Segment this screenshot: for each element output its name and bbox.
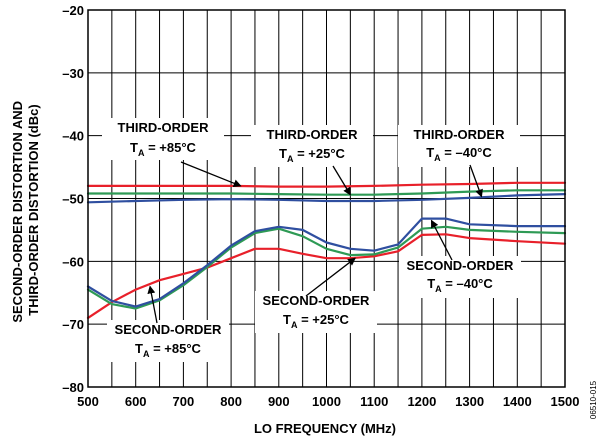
x-tick-label: 1200: [407, 394, 436, 409]
plot-border: [87, 9, 566, 388]
plot-frame: [87, 9, 566, 388]
annotation-temperature: TA = –40°C: [427, 276, 493, 294]
annotation: THIRD-ORDER TA = +85°C: [102, 118, 242, 188]
annotation: SECOND-ORDER TA = +25°C: [255, 257, 377, 333]
annotation: THIRD-ORDER TA = +25°C: [251, 125, 373, 196]
x-tick-label: 800: [220, 394, 242, 409]
annotation-title: SECOND-ORDER: [263, 293, 371, 308]
annotation-backdrop: [255, 291, 377, 333]
annotation-arrow: [332, 165, 351, 196]
y-tick-label: –50: [62, 192, 84, 207]
annotation-backdrop: [102, 118, 224, 160]
y-tick-label: –30: [62, 66, 84, 81]
annotations: THIRD-ORDER TA = +85°C THIRD-ORDER TA = +25…: [102, 118, 521, 362]
annotation-arrow: [430, 219, 453, 261]
series-line-6: [86, 217, 567, 308]
y-tick-label: –60: [62, 254, 84, 269]
annotation-backdrop: [251, 125, 373, 167]
annotation-temperature: TA = –40°C: [426, 145, 492, 163]
y-axis-title: SECOND-ORDER DISTORTION AND THIRD-ORDER …: [10, 97, 41, 322]
x-tick-label: 600: [125, 394, 147, 409]
y-tick-label: –80: [62, 380, 84, 395]
annotation-arrow: [305, 257, 356, 297]
x-tick-label: 700: [173, 394, 195, 409]
tick-labels: 500 600 700 800 900 1000 1100 1200 1300 1400 1500 –…: [62, 3, 579, 409]
annotation-temperature: TA = +25°C: [279, 146, 346, 164]
annotation-arrow: [180, 161, 242, 188]
series-line-2: [86, 189, 567, 196]
annotation-title: THIRD-ORDER: [267, 127, 359, 142]
x-tick-label: 1300: [455, 394, 484, 409]
annotation-temperature: TA = +85°C: [135, 341, 202, 359]
x-tick-label: 500: [77, 394, 99, 409]
x-tick-label: 1500: [551, 394, 580, 409]
series-line-1: [86, 181, 567, 188]
annotation-title: SECOND-ORDER: [115, 322, 223, 337]
annotation-title: THIRD-ORDER: [118, 120, 210, 135]
y-tick-label: –40: [62, 129, 84, 144]
annotation: SECOND-ORDER TA = –40°C: [399, 219, 521, 298]
x-axis-title: LO FREQUENCY (MHz): [254, 421, 396, 436]
annotation-temperature: TA = +85°C: [130, 140, 197, 158]
y-axis-title-line1: SECOND-ORDER DISTORTION AND: [10, 101, 25, 323]
series-line-4: [86, 233, 567, 319]
y-tick-label: –70: [62, 317, 84, 332]
x-tick-label: 1100: [360, 394, 388, 409]
x-tick-label: 1000: [312, 394, 341, 409]
series-group: [86, 181, 567, 319]
annotation-backdrop: [398, 125, 520, 167]
annotation-arrow: [147, 285, 158, 324]
annotation-title: SECOND-ORDER: [407, 258, 515, 273]
series-line-5: [86, 225, 567, 310]
y-axis-title-line2: THIRD-ORDER DISTORTION (dBc): [26, 104, 41, 315]
annotation-temperature: TA = +25°C: [283, 312, 350, 330]
y-tick-label: –20: [62, 3, 84, 18]
x-tick-label: 900: [268, 394, 290, 409]
annotation: SECOND-ORDER TA = +85°C: [107, 285, 229, 362]
annotation-backdrop: [107, 320, 229, 362]
series-line-3: [86, 193, 567, 204]
x-tick-label: 1400: [503, 394, 532, 409]
annotation: THIRD-ORDER TA = –40°C: [398, 125, 520, 198]
annotation-arrow: [469, 164, 483, 198]
annotation-title: THIRD-ORDER: [414, 127, 506, 142]
annotation-backdrop: [399, 256, 521, 298]
figure-id: 06510-015: [589, 380, 598, 419]
